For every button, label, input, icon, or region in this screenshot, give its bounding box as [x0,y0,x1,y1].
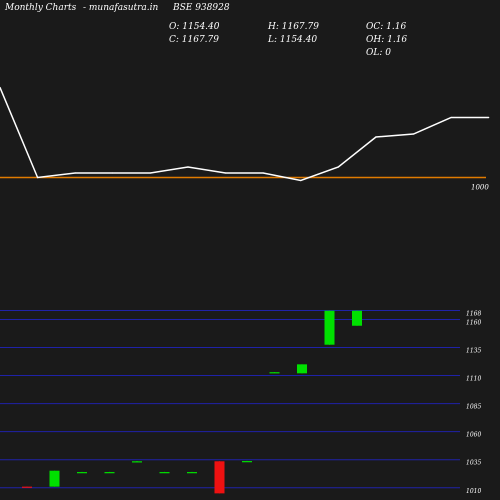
candle-body [132,461,142,463]
line-chart: 1000 [0,86,490,192]
close-value: C: 1167.79 [169,35,219,45]
price-point [112,172,114,174]
y-tick-label: 1110 [466,376,481,383]
price-point [36,176,39,179]
open-value: O: 1154.40 [169,22,220,32]
candle-body [242,461,252,463]
candle-body [159,472,170,474]
site-link[interactable]: - munafasutra.in [83,3,159,13]
candle-body [352,310,362,326]
candle-body [324,310,335,345]
price-point [74,172,76,174]
y-tick-label: 1135 [466,348,481,355]
y-tick-label: 1010 [466,488,481,495]
price-point [0,86,1,89]
price-line [0,87,489,182]
price-point [300,179,302,182]
site-title: Monthly Charts [5,3,77,13]
candle-body [49,470,60,487]
candle-body [104,472,115,474]
price-point [262,172,264,174]
candle-body [297,364,307,374]
y-tick-label: 1168 [466,310,481,317]
low-value: L: 1154.40 [268,35,318,45]
price-point [375,136,377,138]
y-tick-label: 1060 [466,432,481,439]
oc-value: OC: 1.16 [366,22,407,32]
price-point [337,166,339,168]
price-point [149,172,151,174]
candlestick-chart: 1010 1035 1060 1085 1110 1135 1160 1168 [0,309,481,495]
y-tick-label: 1160 [466,319,481,326]
price-point [412,133,415,135]
price-point [224,172,227,174]
candle-body [77,472,87,474]
price-point [488,116,490,119]
candle-body [187,472,197,474]
candle-body [269,372,280,374]
ol-value: OL: 0 [366,48,391,58]
oh-value: OH: 1.16 [366,35,408,45]
high-value: H: 1167.79 [268,22,319,32]
price-point [187,166,189,168]
candle-body [22,486,32,488]
y-tick-label: 1085 [466,404,481,411]
candle-body [214,461,225,494]
reference-label: 1000 [471,184,489,192]
y-tick-label: 1035 [466,460,481,467]
symbol-label: BSE 938928 [173,3,230,13]
price-point [450,116,452,119]
